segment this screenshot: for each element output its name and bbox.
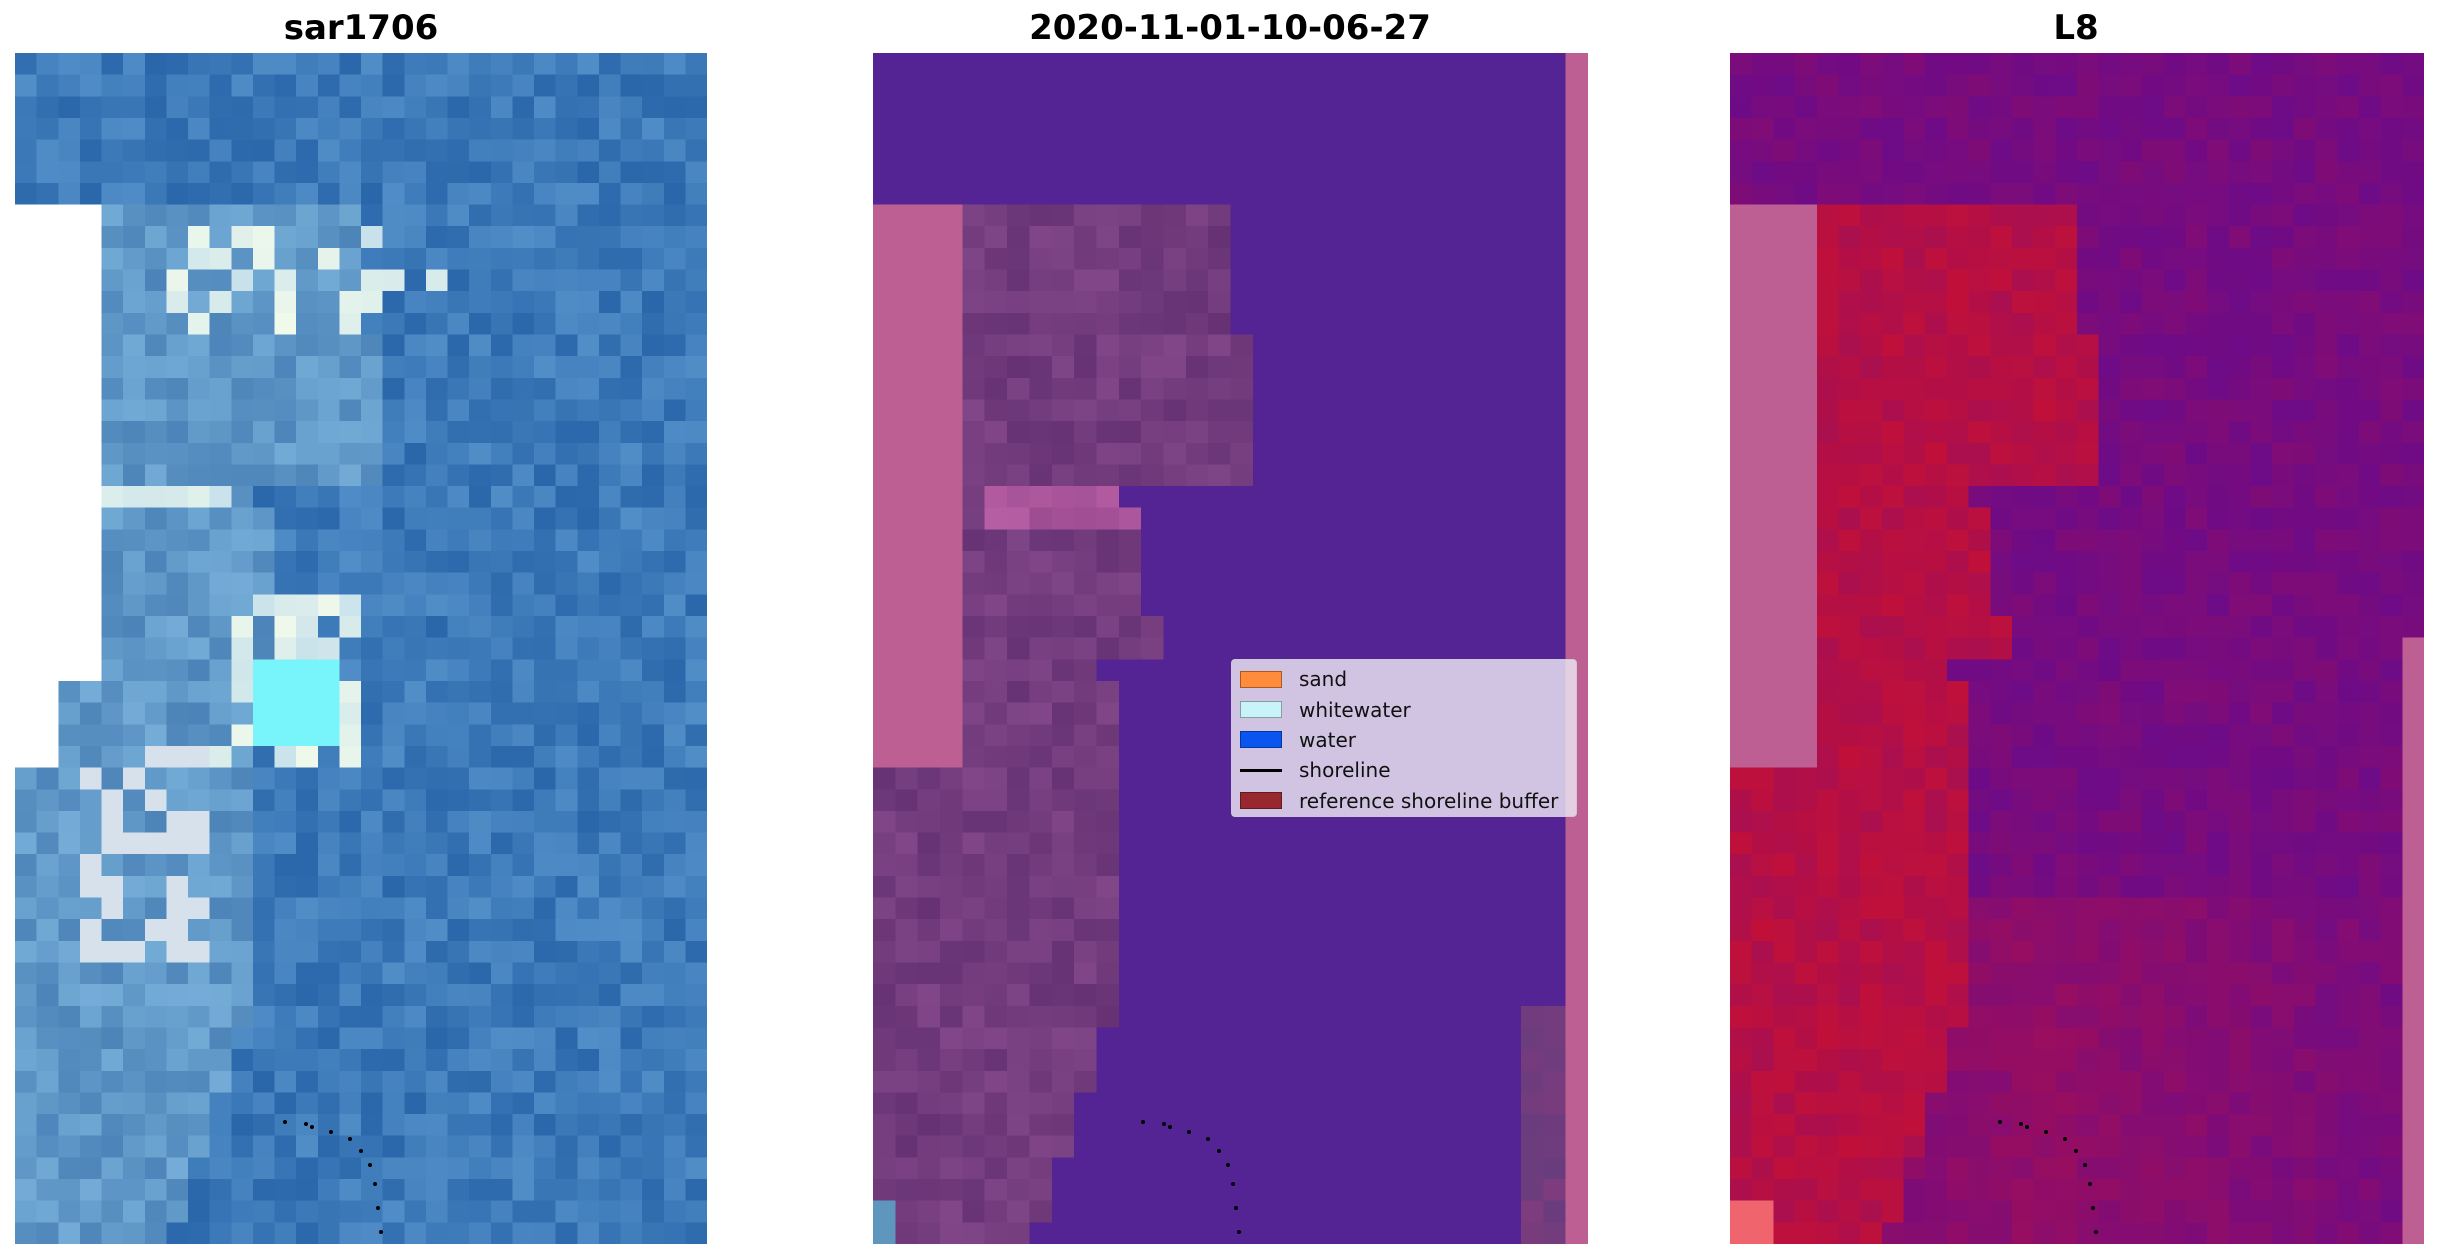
legend-item-water: water bbox=[1240, 725, 1568, 755]
rgb-image-canvas bbox=[15, 53, 707, 1244]
legend-label-water: water bbox=[1299, 727, 1356, 752]
legend-line-shoreline bbox=[1240, 768, 1282, 772]
legend-swatch-whitewater bbox=[1240, 701, 1282, 719]
classification-image bbox=[873, 53, 1588, 1244]
legend-label-shoreline: shoreline bbox=[1299, 758, 1391, 783]
panel-title-mndwi: L8 bbox=[2053, 8, 2099, 48]
classification-image-canvas bbox=[873, 53, 1588, 1244]
legend-label-whitewater: whitewater bbox=[1299, 697, 1411, 722]
legend: sand whitewater water shoreline referenc… bbox=[1231, 659, 1577, 817]
rgb-image bbox=[15, 53, 707, 1244]
panel-title-classification: 2020-11-01-10-06-27 bbox=[1029, 8, 1431, 48]
panel-title-rgb: sar1706 bbox=[283, 8, 439, 48]
legend-swatch-water bbox=[1240, 731, 1282, 749]
legend-swatch-sand bbox=[1240, 670, 1282, 688]
legend-item-shoreline: shoreline bbox=[1240, 755, 1568, 785]
legend-label-sand: sand bbox=[1299, 667, 1348, 692]
legend-label-reference-buffer: reference shoreline buffer bbox=[1299, 788, 1559, 813]
mndwi-image-canvas bbox=[1730, 53, 2424, 1244]
mndwi-image bbox=[1730, 53, 2424, 1244]
legend-item-sand: sand bbox=[1240, 664, 1568, 694]
legend-item-whitewater: whitewater bbox=[1240, 694, 1568, 724]
legend-swatch-reference-buffer bbox=[1240, 792, 1282, 810]
legend-item-reference-buffer: reference shoreline buffer bbox=[1240, 786, 1568, 816]
